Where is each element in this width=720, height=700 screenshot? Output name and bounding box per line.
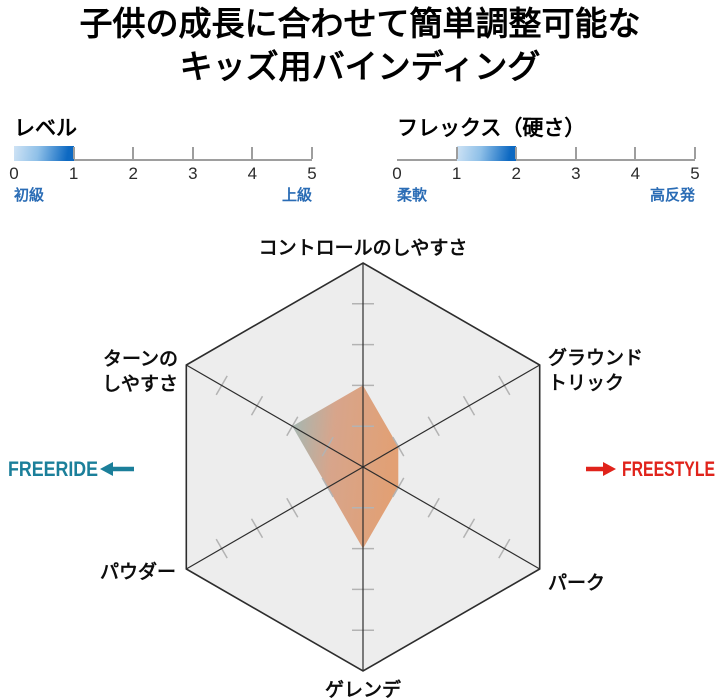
scale-number: 3 bbox=[188, 164, 198, 183]
radar-axis-label-line: パウダー bbox=[100, 560, 176, 583]
radar-axis-label-line: ターンの bbox=[103, 348, 178, 370]
scale-number: 1 bbox=[68, 164, 79, 183]
radar-axis-label-control: コントロールのしやすさ bbox=[259, 237, 468, 259]
radar-spoke-2 bbox=[362, 466, 540, 570]
level-scale-max-label: 上級 bbox=[281, 187, 312, 204]
level-scale-fill-bar bbox=[14, 146, 74, 161]
radar-axis-label-ground-trick: グラウンドトリック bbox=[548, 346, 643, 394]
scale-tick-3 bbox=[191, 147, 194, 159]
page-title-line2: キッズ用バインディング bbox=[179, 48, 541, 85]
scale-tick-2 bbox=[515, 147, 518, 159]
freeride-arrow-icon bbox=[100, 462, 113, 476]
scale-tick-4 bbox=[634, 147, 637, 159]
radar-axis-label-line: コントロールのしやすさ bbox=[259, 237, 468, 259]
level-scale-axis-line bbox=[14, 159, 312, 161]
scale-number: 0 bbox=[9, 164, 19, 183]
scale-number: 1 bbox=[451, 164, 462, 183]
scale-number: 4 bbox=[630, 164, 641, 183]
scale-tick-5 bbox=[694, 147, 696, 159]
freestyle-label: FREESTYLE bbox=[622, 458, 715, 481]
scale-number: 2 bbox=[128, 164, 138, 183]
page-title: 子供の成長に合わせて簡単調整可能な キッズ用バインディング bbox=[0, 2, 720, 88]
scale-number: 2 bbox=[511, 164, 521, 183]
scale-number: 5 bbox=[307, 164, 317, 183]
radar-spoke-5 bbox=[186, 364, 364, 468]
scale-tick-5 bbox=[311, 147, 313, 159]
flex-scale-fill-bar bbox=[456, 146, 517, 161]
radar-spoke-1 bbox=[362, 364, 540, 468]
page-title-line1: 子供の成長に合わせて簡単調整可能な bbox=[79, 5, 641, 42]
scale-tick-3 bbox=[574, 147, 577, 159]
flex-scale: フレックス（硬さ） 柔軟 高反発 0 1 2 3 4 5 bbox=[392, 112, 699, 207]
flex-scale-title: フレックス（硬さ） bbox=[397, 117, 586, 140]
radar-axis-label-line: しやすさ bbox=[102, 373, 178, 395]
flex-scale-axis-line bbox=[397, 159, 695, 161]
scale-number: 4 bbox=[247, 164, 258, 183]
radar-axis-label-line: グラウンド bbox=[548, 346, 643, 369]
freeride-label: FREERIDE bbox=[8, 458, 98, 481]
level-scale-min-label: 初級 bbox=[14, 187, 45, 204]
radar-axis-label-line: トリック bbox=[548, 372, 624, 394]
scale-tick-2 bbox=[132, 147, 135, 159]
radar-axis-label-park: パーク bbox=[548, 572, 605, 594]
scale-number: 0 bbox=[392, 164, 402, 183]
scale-tick-4 bbox=[251, 147, 254, 159]
level-scale-title: レベル bbox=[14, 117, 77, 140]
flex-scale-max-label: 高反発 bbox=[649, 187, 695, 204]
scale-number: 3 bbox=[571, 164, 581, 183]
radar-axis-label-line: ゲレンデ bbox=[325, 678, 402, 700]
radar-axis-label-line: パーク bbox=[548, 572, 605, 594]
freestyle-arrow-icon bbox=[603, 462, 616, 476]
radar-spoke-4 bbox=[186, 466, 364, 570]
scale-tick-1 bbox=[455, 147, 458, 159]
flex-scale-min-label: 柔軟 bbox=[397, 187, 428, 204]
scale-tick-1 bbox=[72, 147, 75, 159]
scale-number: 5 bbox=[690, 164, 700, 183]
level-scale: レベル 初級 上級 0 1 2 3 4 5 bbox=[9, 112, 316, 207]
radar-axis-label-turn: ターンのしやすさ bbox=[102, 348, 178, 395]
radar-axis-label-powder: パウダー bbox=[100, 560, 176, 583]
radar-axis-label-slope: ゲレンデ bbox=[325, 678, 402, 700]
